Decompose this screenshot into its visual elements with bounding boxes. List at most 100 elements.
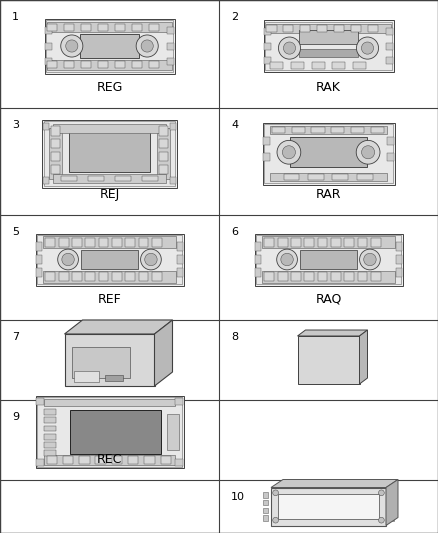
Bar: [36, 398, 44, 406]
Bar: [254, 233, 403, 286]
Bar: [177, 268, 183, 277]
Bar: [72, 238, 82, 247]
Bar: [167, 43, 174, 50]
Text: REG: REG: [96, 81, 123, 94]
Bar: [159, 165, 168, 174]
Bar: [291, 238, 301, 247]
Bar: [350, 25, 361, 32]
Bar: [69, 131, 150, 172]
Polygon shape: [297, 336, 360, 384]
Bar: [308, 174, 324, 180]
Bar: [44, 425, 56, 431]
Bar: [36, 255, 42, 264]
Bar: [44, 417, 56, 423]
Bar: [51, 152, 60, 161]
Bar: [278, 494, 379, 520]
Bar: [290, 138, 367, 167]
Bar: [389, 515, 394, 521]
Bar: [139, 238, 148, 247]
Circle shape: [145, 253, 157, 266]
Circle shape: [360, 249, 380, 270]
Bar: [64, 61, 74, 68]
Circle shape: [141, 249, 161, 270]
Bar: [358, 238, 367, 247]
Bar: [44, 455, 175, 465]
Bar: [358, 272, 367, 281]
Polygon shape: [297, 330, 367, 336]
Bar: [49, 128, 62, 179]
Circle shape: [273, 490, 279, 496]
Bar: [131, 61, 142, 68]
Bar: [332, 62, 346, 69]
Bar: [300, 25, 310, 32]
Text: REJ: REJ: [99, 188, 120, 201]
Bar: [47, 60, 172, 70]
Bar: [265, 22, 392, 70]
Bar: [131, 24, 142, 31]
Bar: [152, 238, 162, 247]
Text: 2: 2: [231, 12, 238, 22]
Bar: [256, 235, 401, 284]
Bar: [51, 126, 60, 136]
Bar: [387, 153, 394, 161]
Polygon shape: [386, 480, 398, 526]
Bar: [175, 458, 183, 466]
Bar: [161, 456, 171, 464]
Bar: [45, 27, 52, 35]
Bar: [278, 272, 287, 281]
Text: RAK: RAK: [316, 81, 341, 94]
Bar: [332, 174, 348, 180]
Bar: [311, 127, 325, 133]
Bar: [266, 25, 276, 32]
Bar: [148, 24, 159, 31]
Bar: [47, 22, 172, 33]
Circle shape: [277, 140, 301, 164]
Circle shape: [136, 35, 158, 57]
Polygon shape: [360, 330, 367, 384]
Bar: [115, 61, 125, 68]
Polygon shape: [271, 480, 398, 488]
Circle shape: [378, 518, 384, 523]
Bar: [271, 488, 386, 526]
Bar: [42, 177, 49, 184]
Text: RAQ: RAQ: [315, 293, 342, 306]
Bar: [64, 334, 155, 386]
Bar: [98, 24, 108, 31]
Bar: [139, 272, 148, 281]
Bar: [44, 409, 56, 415]
Bar: [43, 237, 176, 248]
Bar: [81, 61, 91, 68]
Bar: [152, 272, 162, 281]
Bar: [304, 272, 314, 281]
Text: 8: 8: [231, 332, 238, 342]
Circle shape: [378, 490, 384, 496]
Text: 4: 4: [231, 120, 238, 130]
Bar: [46, 272, 55, 281]
Bar: [263, 153, 270, 161]
Bar: [115, 24, 125, 31]
Bar: [112, 238, 122, 247]
Bar: [98, 61, 108, 68]
Circle shape: [61, 35, 83, 57]
Bar: [389, 507, 394, 513]
Bar: [36, 243, 42, 251]
Bar: [396, 268, 402, 277]
Text: REC: REC: [97, 453, 122, 466]
Bar: [85, 238, 95, 247]
Bar: [299, 30, 358, 44]
Bar: [45, 58, 52, 65]
Bar: [264, 43, 271, 50]
Bar: [99, 238, 109, 247]
Bar: [317, 25, 327, 32]
Polygon shape: [64, 320, 173, 334]
Circle shape: [364, 253, 376, 266]
Text: REF: REF: [98, 293, 121, 306]
Bar: [167, 414, 179, 450]
Circle shape: [277, 249, 297, 270]
Bar: [72, 272, 82, 281]
Bar: [263, 492, 268, 498]
Bar: [167, 58, 174, 65]
Bar: [278, 238, 287, 247]
Bar: [64, 24, 74, 31]
Bar: [262, 237, 395, 248]
